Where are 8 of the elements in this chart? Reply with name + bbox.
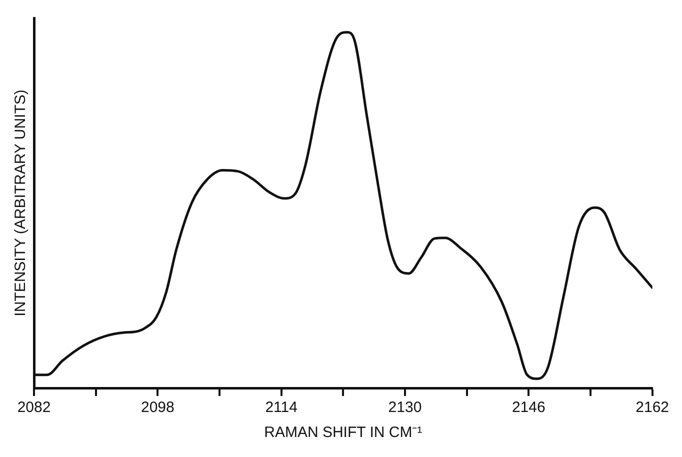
x-tick-label: 2114 (265, 399, 298, 416)
y-axis-title: INTENSITY (ARBITRARY UNITS) (12, 90, 30, 316)
x-tick-label: 2162 (636, 399, 670, 416)
x-tick-label: 2082 (17, 399, 51, 416)
x-axis-title: RAMAN SHIFT IN CM⁻¹ (264, 424, 422, 442)
x-tick-label: 2146 (512, 399, 546, 416)
x-tick-label: 2098 (140, 399, 174, 416)
x-tick-label: 2130 (388, 399, 422, 416)
